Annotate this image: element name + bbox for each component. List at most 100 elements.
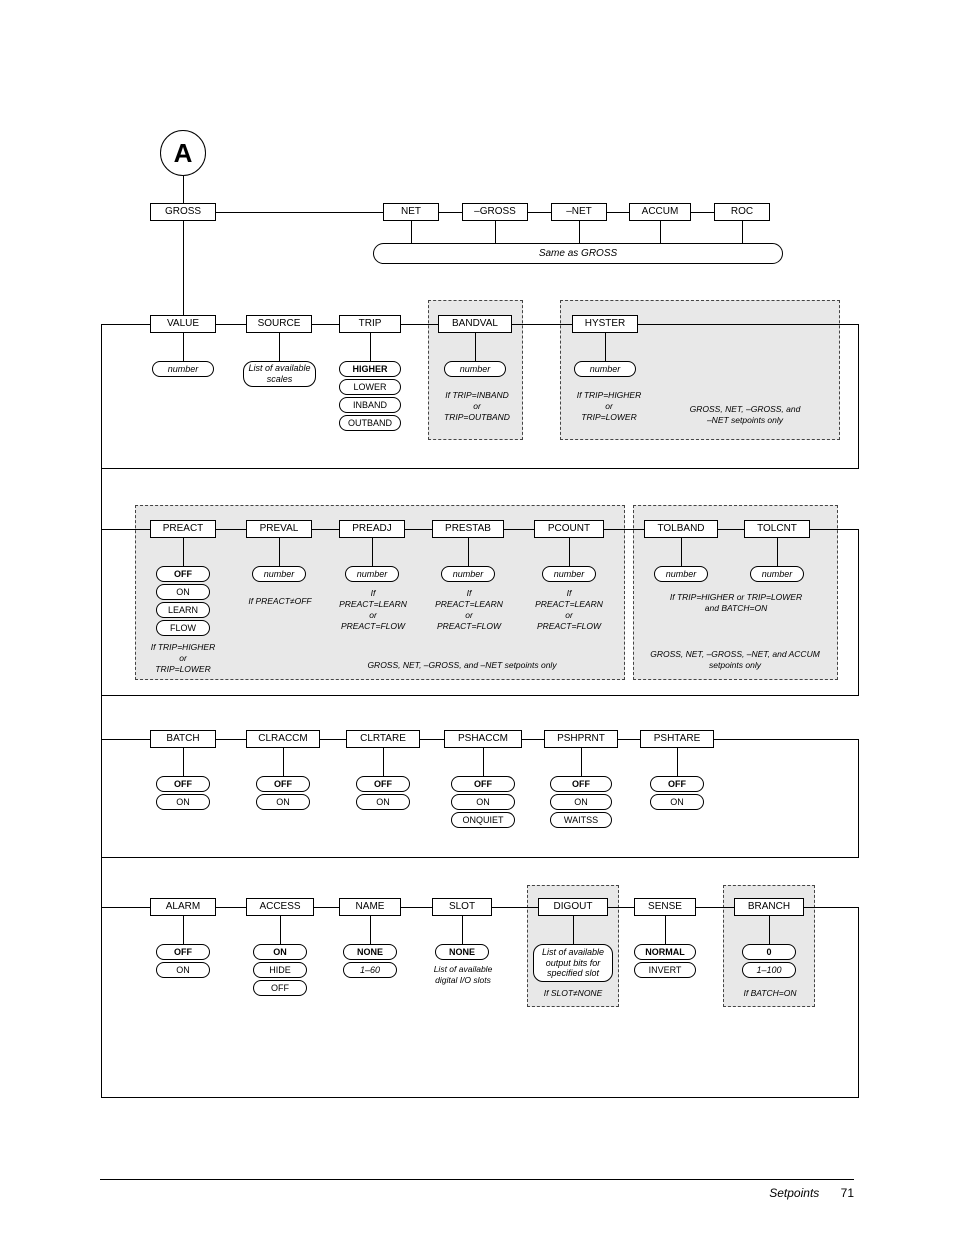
- connector: [696, 907, 734, 908]
- node-mgross: –GROSS: [462, 203, 528, 221]
- opt-alarm-on: ON: [156, 962, 210, 978]
- opt-branch-0: 0: [742, 944, 796, 960]
- opt-trip-lower: LOWER: [339, 379, 401, 395]
- connector: [320, 739, 346, 740]
- opt-preact-learn: LEARN: [156, 602, 210, 618]
- note-pcount: If PREACT=LEARN or PREACT=FLOW: [532, 588, 606, 632]
- opt-preadj-number: number: [345, 566, 399, 582]
- node-tolband: TOLBAND: [644, 520, 718, 538]
- opt-tolband-number: number: [654, 566, 708, 582]
- opt-name-range: 1–60: [343, 962, 397, 978]
- opt-pshprnt-off: OFF: [550, 776, 612, 792]
- connector: [216, 739, 246, 740]
- connector: [183, 221, 184, 315]
- opt-clraccm-on: ON: [256, 794, 310, 810]
- connector: [718, 529, 744, 530]
- node-tolcnt: TOLCNT: [744, 520, 810, 538]
- connector: [101, 909, 102, 1097]
- opt-bandval-number: number: [444, 361, 506, 377]
- note-bandval: If TRIP=INBAND or TRIP=OUTBAND: [434, 390, 520, 423]
- connector: [495, 221, 496, 243]
- opt-clrtare-on: ON: [356, 794, 410, 810]
- same-as-label: Same as GROSS: [373, 243, 783, 264]
- node-sense: SENSE: [634, 898, 696, 916]
- note-row3-group: GROSS, NET, –GROSS, and –NET setpoints o…: [322, 660, 602, 671]
- node-mnet: –NET: [551, 203, 607, 221]
- connector: [370, 916, 371, 944]
- opt-preact-flow: FLOW: [156, 620, 210, 636]
- connector: [660, 221, 661, 243]
- opt-pshaccm-off: OFF: [451, 776, 515, 792]
- opt-sense-normal: NORMAL: [634, 944, 696, 960]
- connector: [101, 739, 150, 740]
- connector: [216, 324, 246, 325]
- connector: [777, 538, 778, 566]
- footer-page: 71: [841, 1186, 854, 1200]
- node-prestab: PRESTAB: [432, 520, 504, 538]
- node-clraccm: CLRACCM: [246, 730, 320, 748]
- connector: [420, 739, 444, 740]
- note-prestab: If PREACT=LEARN or PREACT=FLOW: [432, 588, 506, 632]
- connector: [483, 748, 484, 776]
- connector: [280, 916, 281, 944]
- opt-pshprnt-waitss: WAITSS: [550, 812, 612, 828]
- connector: [370, 333, 371, 361]
- connector: [183, 176, 184, 203]
- connector: [607, 212, 629, 213]
- opt-preact-off: OFF: [156, 566, 210, 582]
- connector: [101, 468, 859, 469]
- opt-pshaccm-on: ON: [451, 794, 515, 810]
- note-branch-cond: If BATCH=ON: [730, 988, 810, 999]
- connector: [512, 324, 572, 325]
- connector: [858, 907, 859, 1097]
- note-hyster: If TRIP=HIGHER or TRIP=LOWER: [566, 390, 652, 423]
- opt-alarm-off: OFF: [156, 944, 210, 960]
- opt-pshprnt-on: ON: [550, 794, 612, 810]
- opt-trip-higher: HIGHER: [339, 361, 401, 377]
- connector: [401, 907, 432, 908]
- node-clrtare: CLRTARE: [346, 730, 420, 748]
- connector: [604, 529, 644, 530]
- node-roc: ROC: [714, 203, 770, 221]
- connector: [216, 907, 246, 908]
- opt-pshtare-off: OFF: [650, 776, 704, 792]
- opt-clraccm-off: OFF: [256, 776, 310, 792]
- note-preact: If TRIP=HIGHER or TRIP=LOWER: [140, 642, 226, 675]
- connector: [618, 739, 640, 740]
- node-slot: SLOT: [432, 898, 492, 916]
- connector: [312, 529, 339, 530]
- connector: [401, 324, 438, 325]
- connector: [405, 529, 432, 530]
- connector: [216, 212, 383, 213]
- opt-batch-off: OFF: [156, 776, 210, 792]
- node-digout: DIGOUT: [538, 898, 608, 916]
- node-alarm: ALARM: [150, 898, 216, 916]
- opt-tolcnt-number: number: [750, 566, 804, 582]
- connector: [665, 916, 666, 944]
- connector: [468, 538, 469, 566]
- connector: [475, 333, 476, 361]
- connector: [769, 916, 770, 944]
- opt-name-none: NONE: [343, 944, 397, 960]
- note-digout-cond: If SLOT≠NONE: [533, 988, 613, 999]
- connector: [101, 1097, 859, 1098]
- opt-trip-outband: OUTBAND: [339, 415, 401, 431]
- node-pcount: PCOUNT: [534, 520, 604, 538]
- opt-branch-range: 1–100: [742, 962, 796, 978]
- connector: [101, 529, 150, 530]
- opt-clrtare-off: OFF: [356, 776, 410, 792]
- opt-hyster-number: number: [574, 361, 636, 377]
- opt-access-hide: HIDE: [253, 962, 307, 978]
- connector: [681, 538, 682, 566]
- connector: [101, 857, 859, 858]
- connector: [691, 212, 714, 213]
- connector: [573, 916, 574, 944]
- connector: [504, 529, 534, 530]
- opt-batch-on: ON: [156, 794, 210, 810]
- opt-preval-number: number: [252, 566, 306, 582]
- connector: [677, 748, 678, 776]
- note-tol: If TRIP=HIGHER or TRIP=LOWER and BATCH=O…: [644, 592, 828, 614]
- connector: [411, 221, 412, 243]
- connector: [372, 538, 373, 566]
- connector: [522, 739, 544, 740]
